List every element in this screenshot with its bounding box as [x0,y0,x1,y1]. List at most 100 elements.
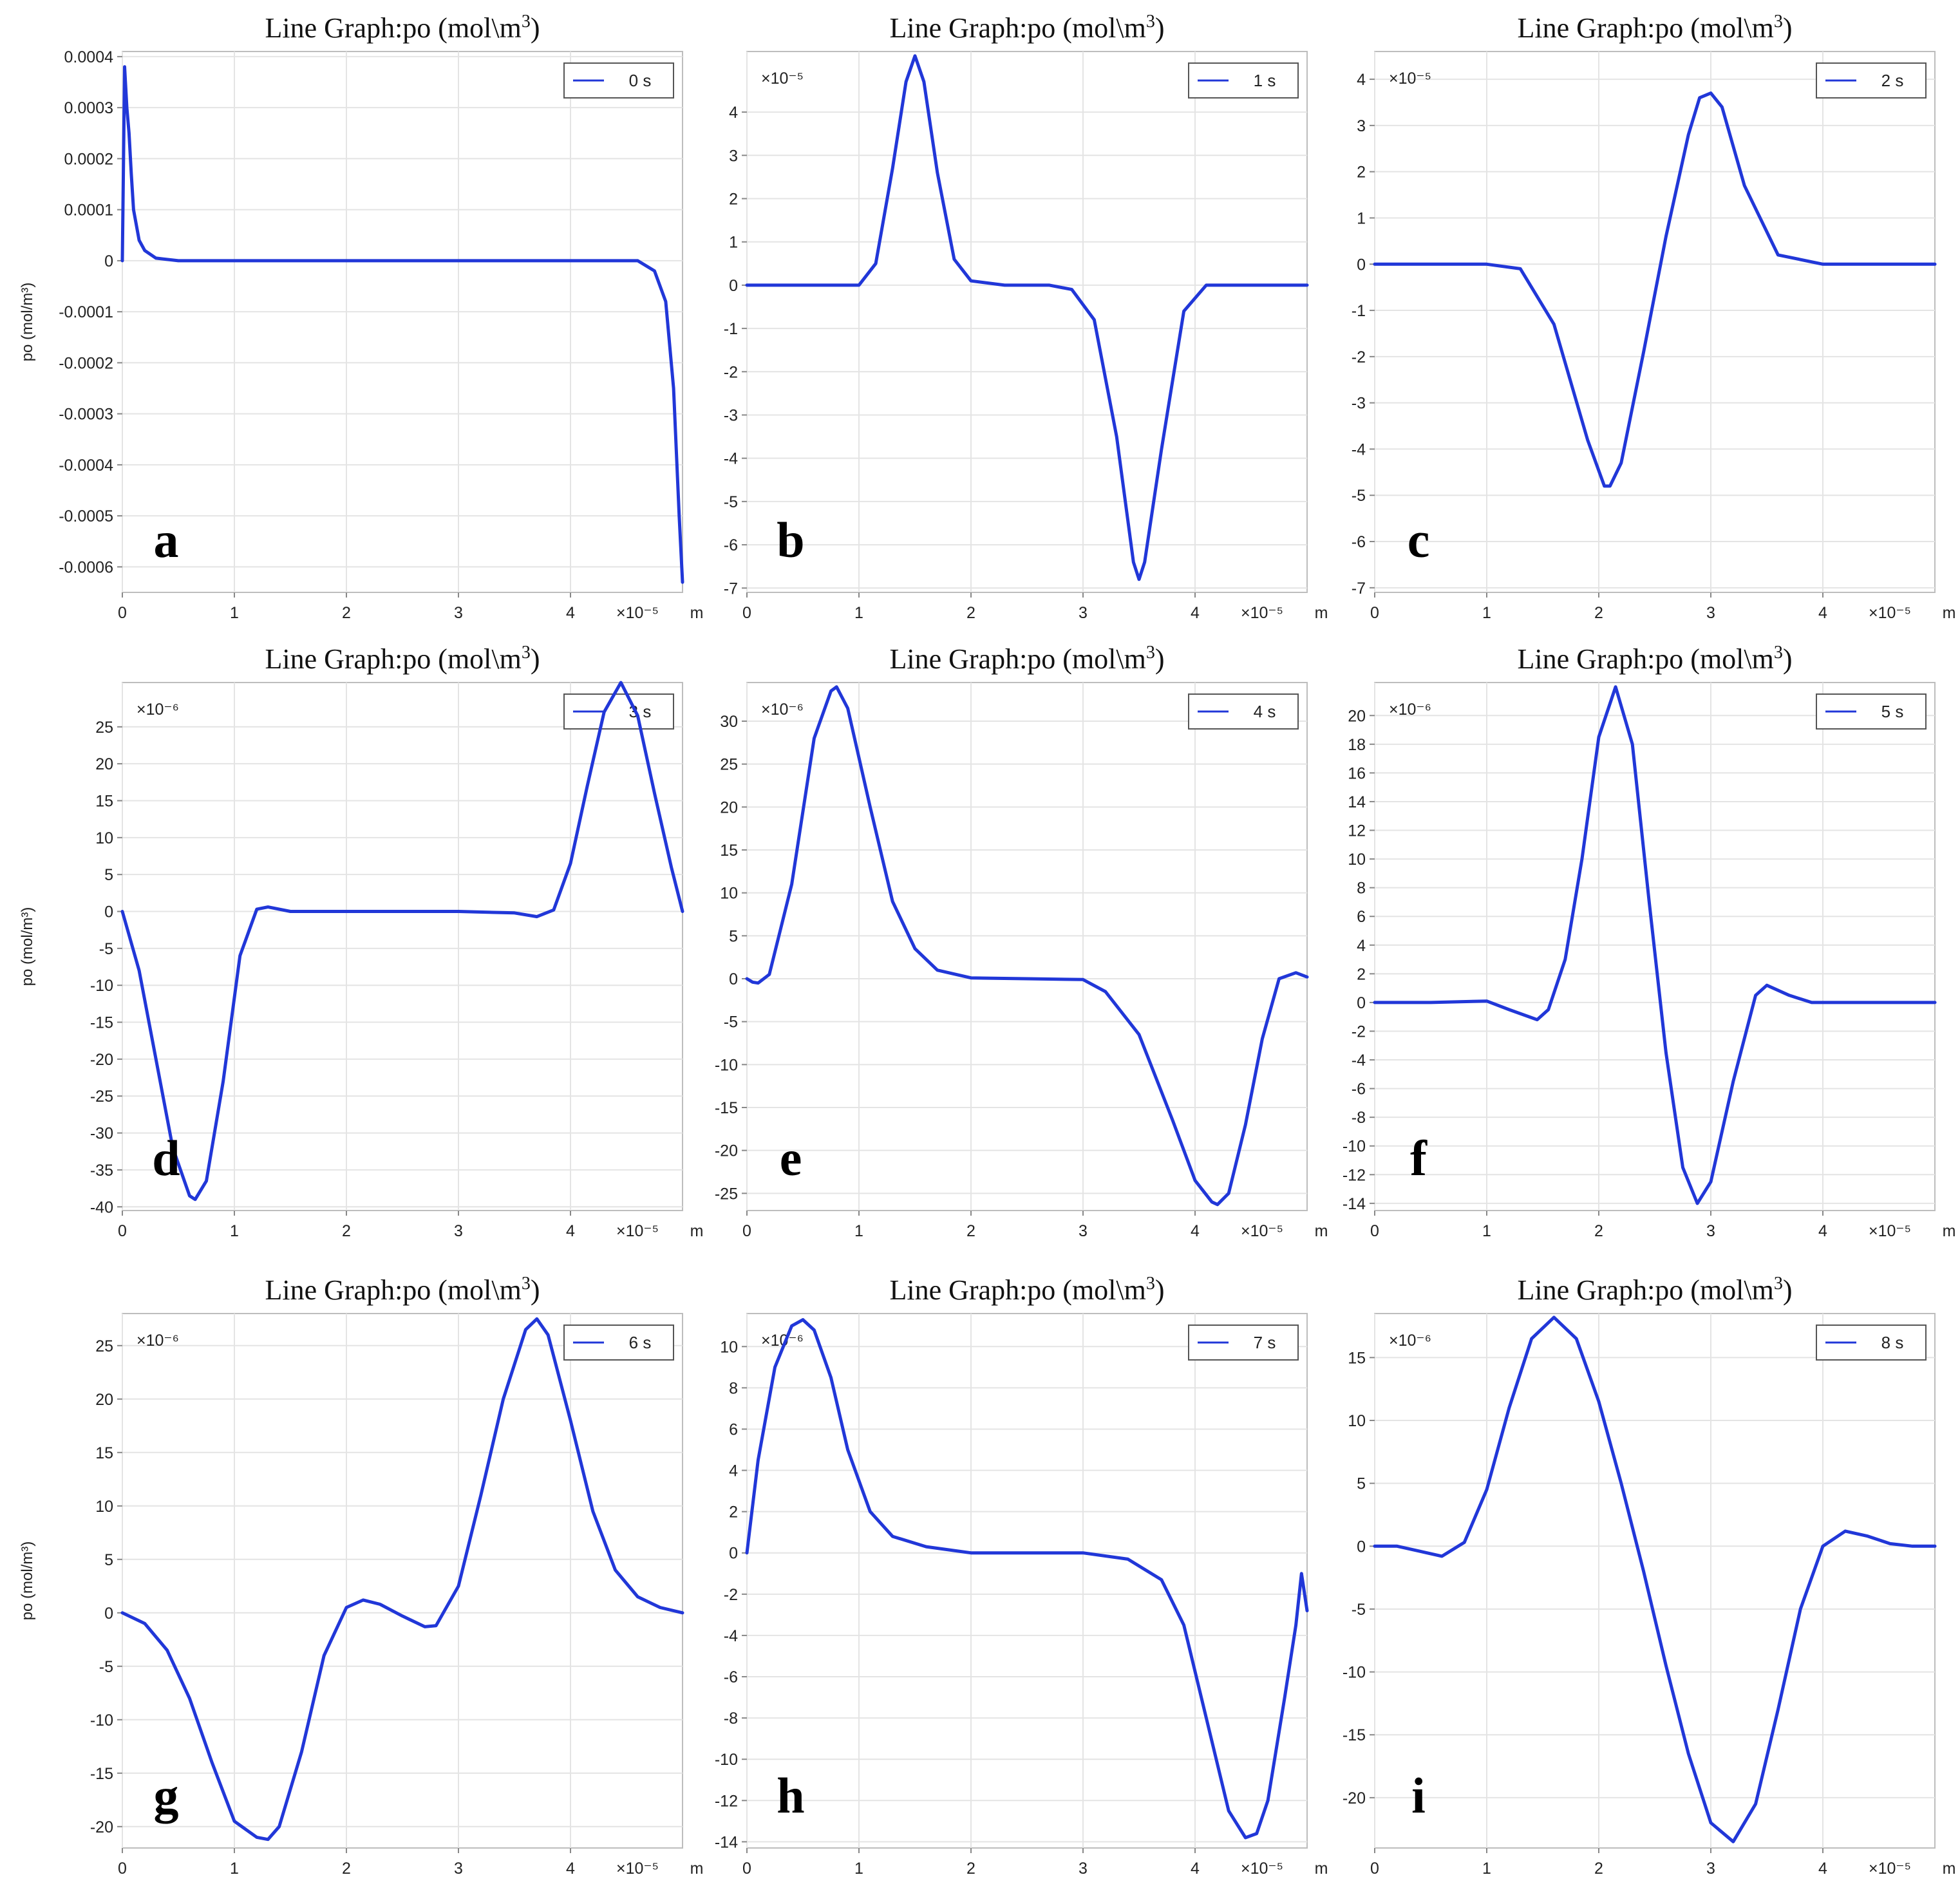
y-tick-label: 25 [720,756,738,774]
y-tick-label: -30 [90,1125,113,1143]
panel-letter: c [1408,512,1430,568]
y-tick-label: 15 [1348,1349,1366,1367]
y-tick-label: 0 [729,277,738,295]
y-tick-label: 30 [720,713,738,731]
y-tick-label: 1 [729,234,738,252]
x-axis-exponent: ×10⁻⁵ [1241,1222,1283,1240]
x-tick-label: 0 [118,1222,127,1240]
y-tick-label: 0.0003 [64,99,113,117]
x-tick-label: 2 [966,1860,975,1878]
x-tick-label: 4 [1191,1222,1200,1240]
y-tick-label: 10 [720,1338,738,1356]
panel-title: Line Graph:po (mol\m3) [889,12,1164,44]
x-tick-label: 3 [454,604,463,622]
title-end: ) [1783,643,1793,675]
data-line-4s [745,685,1309,1207]
y-axis-label: po (mol/m³) [19,283,36,362]
x-axis-exponent: ×10⁻⁵ [616,604,659,622]
x-tick-label: 0 [118,1860,127,1878]
title-superscript: 3 [522,1274,531,1294]
title-text: Line Graph:po (mol\m [889,1274,1145,1306]
y-tick-label: 2 [1357,965,1366,983]
title-text: Line Graph:po (mol\m [1517,12,1773,44]
plot-area [1374,51,1936,593]
data-line-8s [1373,1315,1937,1843]
panel-title: Line Graph:po (mol\m3) [889,643,1164,675]
title-text: Line Graph:po (mol\m [889,643,1145,675]
x-tick-label: 0 [742,1860,751,1878]
y-tick-label: 14 [1348,793,1366,811]
panel-title: Line Graph:po (mol\m3) [889,1274,1164,1306]
x-tick-label: 2 [1594,1860,1603,1878]
y-axis-label: po (mol/m³) [19,907,36,986]
y-tick-label: 15 [95,1444,113,1462]
y-tick-label: -0.0001 [59,303,113,321]
y-tick-label: 5 [104,1551,113,1569]
y-tick-label: 5 [1357,1475,1366,1493]
x-tick-label: 1 [230,1222,239,1240]
title-end: ) [1783,12,1793,44]
y-tick-label: -0.0005 [59,507,113,525]
y-tick-label: 0 [104,1605,113,1623]
y-axis-exponent: ×10⁻⁵ [761,70,804,88]
y-tick-label: 10 [1348,1412,1366,1430]
title-end: ) [1155,1274,1165,1306]
y-tick-label: -10 [1343,1138,1366,1156]
y-axis-exponent: ×10⁻⁶ [1389,701,1431,719]
x-axis-unit: m [690,1222,704,1240]
y-tick-label: 0 [104,252,113,270]
y-tick-label: 4 [1357,71,1366,89]
title-superscript: 3 [1774,643,1783,663]
y-tick-label: 2 [1357,164,1366,182]
panel-title: Line Graph:po (mol\m3) [265,643,540,675]
y-tick-label: -2 [724,1586,738,1604]
y-tick-label: -5 [724,1013,738,1032]
plot-area [122,1313,683,1849]
x-tick-label: 0 [742,1222,751,1240]
y-tick-label: -0.0002 [59,354,113,372]
panel-title: Line Graph:po (mol\m3) [1517,1274,1792,1306]
title-superscript: 3 [522,643,531,663]
y-tick-label: 8 [1357,880,1366,898]
y-tick-label: -6 [1352,533,1366,551]
y-tick-label: -40 [90,1198,113,1216]
x-tick-label: 1 [230,604,239,622]
x-tick-label: 4 [566,604,575,622]
title-superscript: 3 [522,12,531,32]
y-axis-label: po (mol/m³) [19,1541,36,1621]
legend-label: 6 s [629,1333,652,1352]
x-axis-exponent: ×10⁻⁵ [616,1860,659,1878]
legend-label: 2 s [1881,71,1904,90]
y-tick-label: -20 [715,1142,738,1160]
y-tick-label: -20 [90,1051,113,1069]
x-tick-label: 2 [1594,1222,1603,1240]
panel-letter: d [152,1130,180,1186]
data-line-2s [1373,91,1937,488]
y-tick-label: 4 [729,104,738,122]
plot-area [746,1313,1308,1849]
plot-area [1374,1313,1936,1849]
data-line-3s [120,681,684,1202]
data-line-6s [120,1317,684,1842]
y-tick-label: 0 [1357,994,1366,1012]
x-tick-label: 1 [1482,1860,1491,1878]
x-tick-label: 4 [1818,1860,1827,1878]
panel-letter: b [777,512,804,568]
chart-panel-a: 0.0004 0.0003 0.0002 0.0001 0 -0.0001 -0.0002 -… [19,12,703,622]
y-tick-label: -8 [1352,1109,1366,1127]
y-tick-label: 3 [729,147,738,165]
y-tick-label: -1 [724,320,738,338]
y-tick-label: -20 [1343,1789,1366,1807]
y-tick-label: 5 [729,927,738,945]
y-tick-label: 16 [1348,764,1366,782]
x-axis-unit: m [1943,604,1956,622]
x-axis-exponent: ×10⁻⁵ [1241,1860,1283,1878]
x-tick-label: 2 [342,1860,351,1878]
x-axis-exponent: ×10⁻⁵ [1869,1222,1911,1240]
y-tick-label: 1 [1357,209,1366,227]
title-text: Line Graph:po (mol\m [265,12,521,44]
y-tick-label: -15 [90,1014,113,1032]
y-tick-label: 15 [95,792,113,810]
